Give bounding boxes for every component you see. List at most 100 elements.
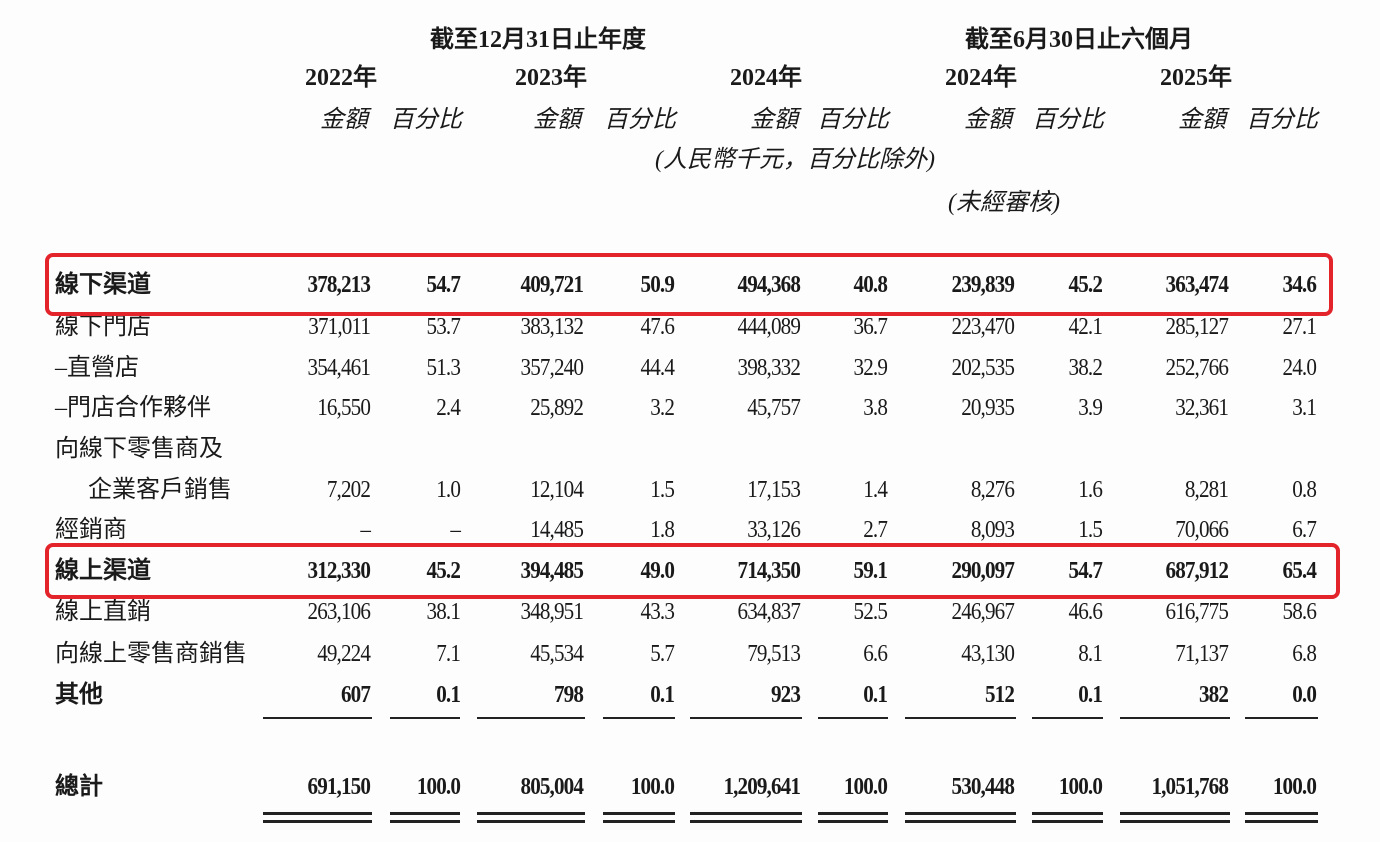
amount-cell: 530,448 xyxy=(951,774,1015,800)
percent-cell: 44.4 xyxy=(640,355,675,381)
percent-column-label: 百分比 xyxy=(604,107,676,133)
amount-cell: 16,550 xyxy=(317,395,371,421)
total-double-underline xyxy=(263,820,372,823)
row-label: –直營店 xyxy=(55,355,139,381)
amount-cell: 382 xyxy=(1198,682,1229,708)
amount-cell: 7,202 xyxy=(326,477,371,503)
total-double-underline xyxy=(905,820,1016,823)
percent-cell: 0.0 xyxy=(1292,682,1317,708)
percent-cell: 2.4 xyxy=(436,395,461,421)
year-header: 2024年 xyxy=(945,65,1017,91)
percent-cell: 100.0 xyxy=(1058,774,1103,800)
amount-cell: 444,089 xyxy=(737,314,801,340)
subtotal-underline xyxy=(477,717,585,719)
percent-cell: 54.7 xyxy=(1068,558,1103,584)
amount-cell: 1,209,641 xyxy=(723,774,800,800)
row-label: 向線下零售商及 xyxy=(55,436,223,462)
percent-column-label: 百分比 xyxy=(1032,107,1104,133)
row-label: 線下門店 xyxy=(55,314,151,340)
total-double-underline xyxy=(818,820,888,823)
percent-cell: 32.9 xyxy=(853,355,888,381)
total-double-underline xyxy=(1120,812,1230,815)
subtotal-underline xyxy=(690,717,802,719)
total-double-underline xyxy=(603,820,675,823)
percent-cell: 8.1 xyxy=(1078,641,1103,667)
subtotal-underline xyxy=(1032,717,1103,719)
subtotal-underline xyxy=(818,717,888,719)
percent-cell: 34.6 xyxy=(1282,272,1317,298)
percent-cell: 65.4 xyxy=(1282,558,1317,584)
amount-cell: 8,093 xyxy=(970,517,1015,543)
percent-cell: 1.5 xyxy=(650,477,675,503)
percent-cell: 100.0 xyxy=(630,774,675,800)
amount-cell: 923 xyxy=(770,682,801,708)
amount-cell: 805,004 xyxy=(520,774,584,800)
total-double-underline xyxy=(603,812,675,815)
amount-cell: 43,130 xyxy=(961,641,1015,667)
percent-cell: 6.6 xyxy=(863,641,888,667)
total-double-underline xyxy=(690,820,802,823)
subtotal-underline xyxy=(263,717,372,719)
percent-cell: 47.6 xyxy=(640,314,675,340)
percent-column-label: 百分比 xyxy=(817,107,889,133)
percent-cell: 100.0 xyxy=(416,774,461,800)
total-double-underline xyxy=(390,820,460,823)
subtotal-underline xyxy=(390,717,460,719)
row-label: 向線上零售商銷售 xyxy=(55,641,247,667)
percent-cell: 2.7 xyxy=(863,517,888,543)
amount-cell: 45,757 xyxy=(747,395,801,421)
percent-cell: 0.1 xyxy=(1078,682,1103,708)
amount-column-label: 金額 xyxy=(320,107,368,133)
amount-cell: 223,470 xyxy=(951,314,1015,340)
total-double-underline xyxy=(905,812,1016,815)
percent-cell: 54.7 xyxy=(426,272,461,298)
percent-cell: 1.8 xyxy=(650,517,675,543)
amount-cell: 1,051,768 xyxy=(1151,774,1228,800)
amount-column-label: 金額 xyxy=(1178,107,1226,133)
percent-column-label: 百分比 xyxy=(1246,107,1318,133)
percent-cell: 51.3 xyxy=(426,355,461,381)
percent-cell: 45.2 xyxy=(426,558,461,584)
amount-cell: 290,097 xyxy=(951,558,1015,584)
percent-cell: 53.7 xyxy=(426,314,461,340)
amount-cell: – xyxy=(360,517,371,543)
percent-cell: 40.8 xyxy=(853,272,888,298)
amount-cell: 32,361 xyxy=(1175,395,1229,421)
amount-cell: 383,132 xyxy=(520,314,584,340)
amount-cell: 8,276 xyxy=(970,477,1015,503)
amount-cell: 14,485 xyxy=(530,517,584,543)
amount-cell: 8,281 xyxy=(1184,477,1229,503)
percent-cell: 0.1 xyxy=(863,682,888,708)
percent-cell: 3.9 xyxy=(1078,395,1103,421)
percent-cell: 59.1 xyxy=(853,558,888,584)
amount-cell: 20,935 xyxy=(961,395,1015,421)
percent-cell: 24.0 xyxy=(1282,355,1317,381)
percent-cell: 100.0 xyxy=(1272,774,1317,800)
amount-cell: 252,766 xyxy=(1165,355,1229,381)
amount-cell: 45,534 xyxy=(530,641,584,667)
highlight-box xyxy=(45,253,1333,316)
amount-cell: 49,224 xyxy=(317,641,371,667)
percent-cell: 43.3 xyxy=(640,599,675,625)
percent-cell: 38.2 xyxy=(1068,355,1103,381)
amount-cell: 354,461 xyxy=(307,355,371,381)
amount-cell: 285,127 xyxy=(1165,314,1229,340)
amount-cell: 378,213 xyxy=(307,272,371,298)
year-header: 2023年 xyxy=(515,65,587,91)
subtotal-underline xyxy=(1245,717,1318,719)
amount-cell: 409,721 xyxy=(520,272,584,298)
total-double-underline xyxy=(690,812,802,815)
amount-cell: 494,368 xyxy=(737,272,801,298)
year-header: 2025年 xyxy=(1160,65,1232,91)
percent-cell: 0.8 xyxy=(1292,477,1317,503)
percent-cell: 6.7 xyxy=(1292,517,1317,543)
percent-cell: 1.0 xyxy=(436,477,461,503)
total-double-underline xyxy=(477,812,585,815)
percent-column-label: 百分比 xyxy=(390,107,462,133)
amount-cell: 79,513 xyxy=(747,641,801,667)
amount-cell: 71,137 xyxy=(1175,641,1229,667)
percent-cell: 3.2 xyxy=(650,395,675,421)
year-header: 2022年 xyxy=(305,65,377,91)
amount-cell: 12,104 xyxy=(530,477,584,503)
amount-cell: 17,153 xyxy=(747,477,801,503)
